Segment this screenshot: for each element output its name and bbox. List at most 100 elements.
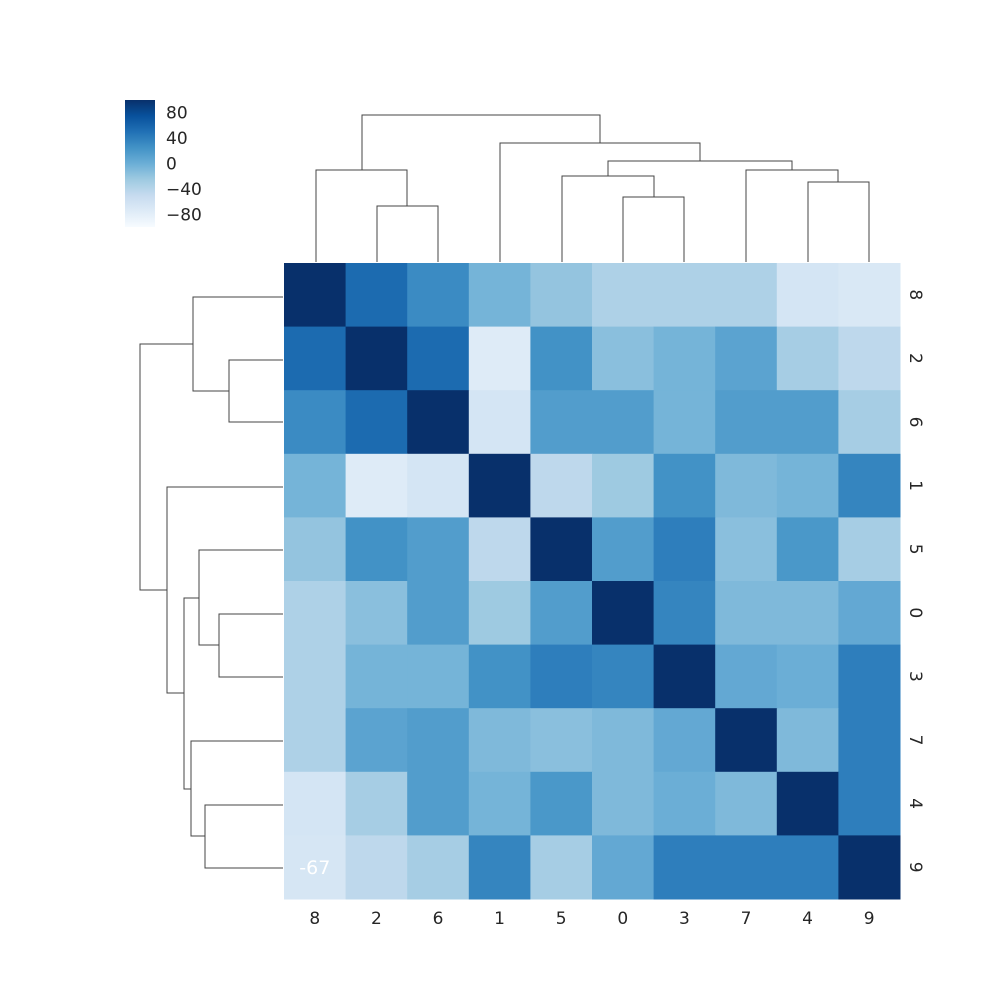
heatmap-cell	[284, 517, 347, 582]
heatmap-cell	[653, 263, 716, 328]
heatmap-cell	[345, 581, 408, 646]
heatmap-cell	[530, 517, 593, 582]
heatmap-cell	[776, 708, 839, 773]
heatmap-cell	[407, 835, 470, 900]
heatmap-cell	[284, 708, 347, 773]
heatmap-cell	[407, 771, 470, 836]
column-tick-label: 0	[617, 909, 628, 929]
heatmap-cell	[838, 390, 901, 455]
heatmap-cell	[345, 517, 408, 582]
dendrogram-link	[361, 114, 601, 170]
heatmap-cell	[407, 517, 470, 582]
heatmap-cell	[715, 581, 778, 646]
heatmap-cell	[776, 581, 839, 646]
heatmap-cell	[284, 835, 347, 900]
column-tick-labels: 8 2 6 1 5 0 3 7 4 9	[309, 909, 874, 929]
colorbar-tick-label: −40	[166, 180, 202, 200]
row-tick-label: 1	[905, 480, 925, 491]
heatmap-cell	[653, 835, 716, 900]
heatmap-cell	[592, 708, 655, 773]
row-dendrogram	[139, 296, 283, 869]
heatmap-cell	[284, 644, 347, 709]
colorbar-gradient	[125, 100, 155, 227]
heatmap-cell	[776, 835, 839, 900]
heatmap-cell	[776, 326, 839, 391]
heatmap-cell	[776, 517, 839, 582]
heatmap-cell	[715, 644, 778, 709]
row-tick-label: 0	[905, 607, 925, 618]
heatmap-cell	[345, 771, 408, 836]
heatmap-cell	[592, 263, 655, 328]
heatmap-cell	[653, 708, 716, 773]
dendrogram-link	[807, 181, 870, 262]
column-dendrogram	[315, 114, 870, 262]
heatmap-cell	[345, 263, 408, 328]
colorbar-tick-labels: 80 40 0 −40 −80	[166, 104, 202, 226]
heatmap-cell	[284, 581, 347, 646]
colorbar-tick-label: −80	[166, 205, 202, 225]
heatmap-cell	[776, 390, 839, 455]
heatmap-cell	[838, 517, 901, 582]
heatmap-cell	[838, 581, 901, 646]
row-tick-label: 7	[905, 735, 925, 746]
heatmap-cell	[715, 771, 778, 836]
heatmap-cell	[468, 771, 531, 836]
dendrogram-link	[607, 160, 793, 176]
column-tick-label: 5	[556, 909, 567, 929]
dendrogram-link	[218, 613, 283, 678]
heatmap-cell	[345, 326, 408, 391]
column-tick-label: 8	[309, 909, 320, 929]
heatmap-cell	[715, 453, 778, 518]
heatmap-cell	[653, 644, 716, 709]
heatmap-cells	[284, 263, 901, 900]
column-tick-label: 9	[864, 909, 875, 929]
heatmap-cell	[284, 771, 347, 836]
heatmap-cell	[653, 390, 716, 455]
heatmap-cell	[284, 263, 347, 328]
dendrogram-link	[561, 175, 655, 262]
row-tick-label: 9	[905, 862, 925, 873]
heatmap-cell	[838, 453, 901, 518]
column-tick-label: 6	[433, 909, 444, 929]
row-tick-labels: 8 2 6 1 5 0 3 7 4 9	[905, 289, 925, 872]
dendrogram-link	[192, 296, 283, 392]
cell-annotations: -67	[299, 857, 330, 879]
row-tick-label: 2	[905, 353, 925, 364]
dendrogram-link	[745, 169, 839, 262]
colorbar-tick-label: 80	[166, 104, 188, 124]
heatmap-cell	[838, 326, 901, 391]
heatmap-cell	[592, 326, 655, 391]
colorbar: 80 40 0 −40 −80	[125, 100, 202, 227]
heatmap-cell	[715, 517, 778, 582]
column-tick-label: 3	[679, 909, 690, 929]
heatmap-cell	[653, 581, 716, 646]
dendrogram-link	[228, 359, 283, 423]
heatmap-cell	[592, 581, 655, 646]
heatmap-cell	[653, 326, 716, 391]
dendrogram-link	[204, 804, 283, 869]
heatmap-cell	[592, 517, 655, 582]
heatmap-cell	[407, 326, 470, 391]
heatmap-cell	[468, 517, 531, 582]
heatmap-cell	[345, 708, 408, 773]
cell-annotation: -67	[299, 857, 330, 879]
heatmap-cell	[530, 708, 593, 773]
heatmap-cell	[345, 453, 408, 518]
heatmap-cell	[715, 390, 778, 455]
heatmap-cell	[530, 263, 593, 328]
heatmap-cell	[592, 453, 655, 518]
column-tick-label: 4	[802, 909, 813, 929]
column-tick-label: 2	[371, 909, 382, 929]
heatmap-cell	[345, 390, 408, 455]
heatmap-cell	[530, 581, 593, 646]
heatmap-cell	[468, 835, 531, 900]
heatmap-cell	[530, 771, 593, 836]
heatmap-cell	[407, 581, 470, 646]
heatmap-cell	[838, 835, 901, 900]
heatmap-cell	[530, 835, 593, 900]
row-tick-label: 6	[905, 417, 925, 428]
dendrogram-link	[376, 205, 439, 262]
heatmap-cell	[407, 708, 470, 773]
heatmap-cell	[838, 708, 901, 773]
